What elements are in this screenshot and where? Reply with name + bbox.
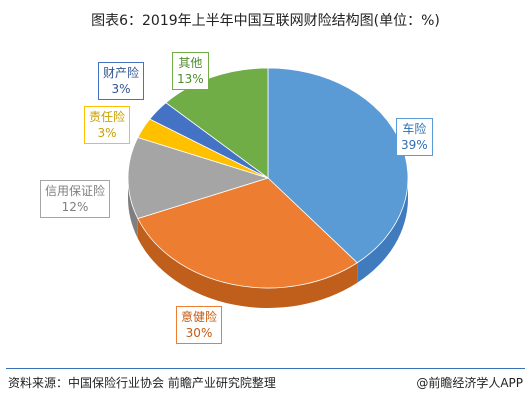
slice-label-value-1: 30% (185, 326, 213, 340)
source-text: 资料来源：中国保险行业协会 前瞻产业研究院整理 (8, 376, 276, 390)
pie-slice-2 (127, 137, 270, 219)
chart-title: 图表6：2019年上半年中国互联网财险结构图(单位：%) (91, 13, 440, 29)
slice-label-value-2: 12% (61, 200, 89, 214)
slice-label-0: 车险 39% (396, 118, 433, 156)
slice-label-4: 财产险 3% (98, 62, 145, 100)
pie-side-0 (357, 178, 408, 283)
pie-side-2 (128, 178, 138, 239)
slice-label-value-5: 13% (177, 72, 204, 86)
pie-top-layer (127, 67, 409, 289)
pie-side-layer (128, 178, 408, 308)
pie-side-1 (137, 218, 358, 308)
pie-slice-1 (137, 177, 358, 289)
slice-label-value-4: 3% (111, 82, 131, 96)
slice-label-value-3: 3% (97, 126, 117, 140)
slice-label-name-5: 其他 (178, 56, 203, 70)
footer-divider (6, 368, 525, 369)
pie-slice-5 (165, 67, 269, 179)
credit-text: @前瞻经济学人APP (416, 376, 523, 390)
slice-label-name-1: 意健险 (181, 310, 218, 324)
pie-chart (127, 67, 409, 308)
slice-label-name-4: 财产险 (103, 66, 140, 80)
slice-label-5: 其他 13% (172, 52, 209, 90)
slice-label-1: 意健险 30% (176, 306, 223, 344)
slice-label-3: 责任险 3% (84, 106, 131, 144)
slice-label-name-3: 责任险 (89, 110, 126, 124)
slice-label-2: 信用保证险 12% (40, 180, 111, 218)
slice-label-name-2: 信用保证险 (45, 184, 106, 198)
slice-label-value-0: 39% (401, 138, 428, 152)
slice-label-name-0: 车险 (402, 122, 427, 136)
